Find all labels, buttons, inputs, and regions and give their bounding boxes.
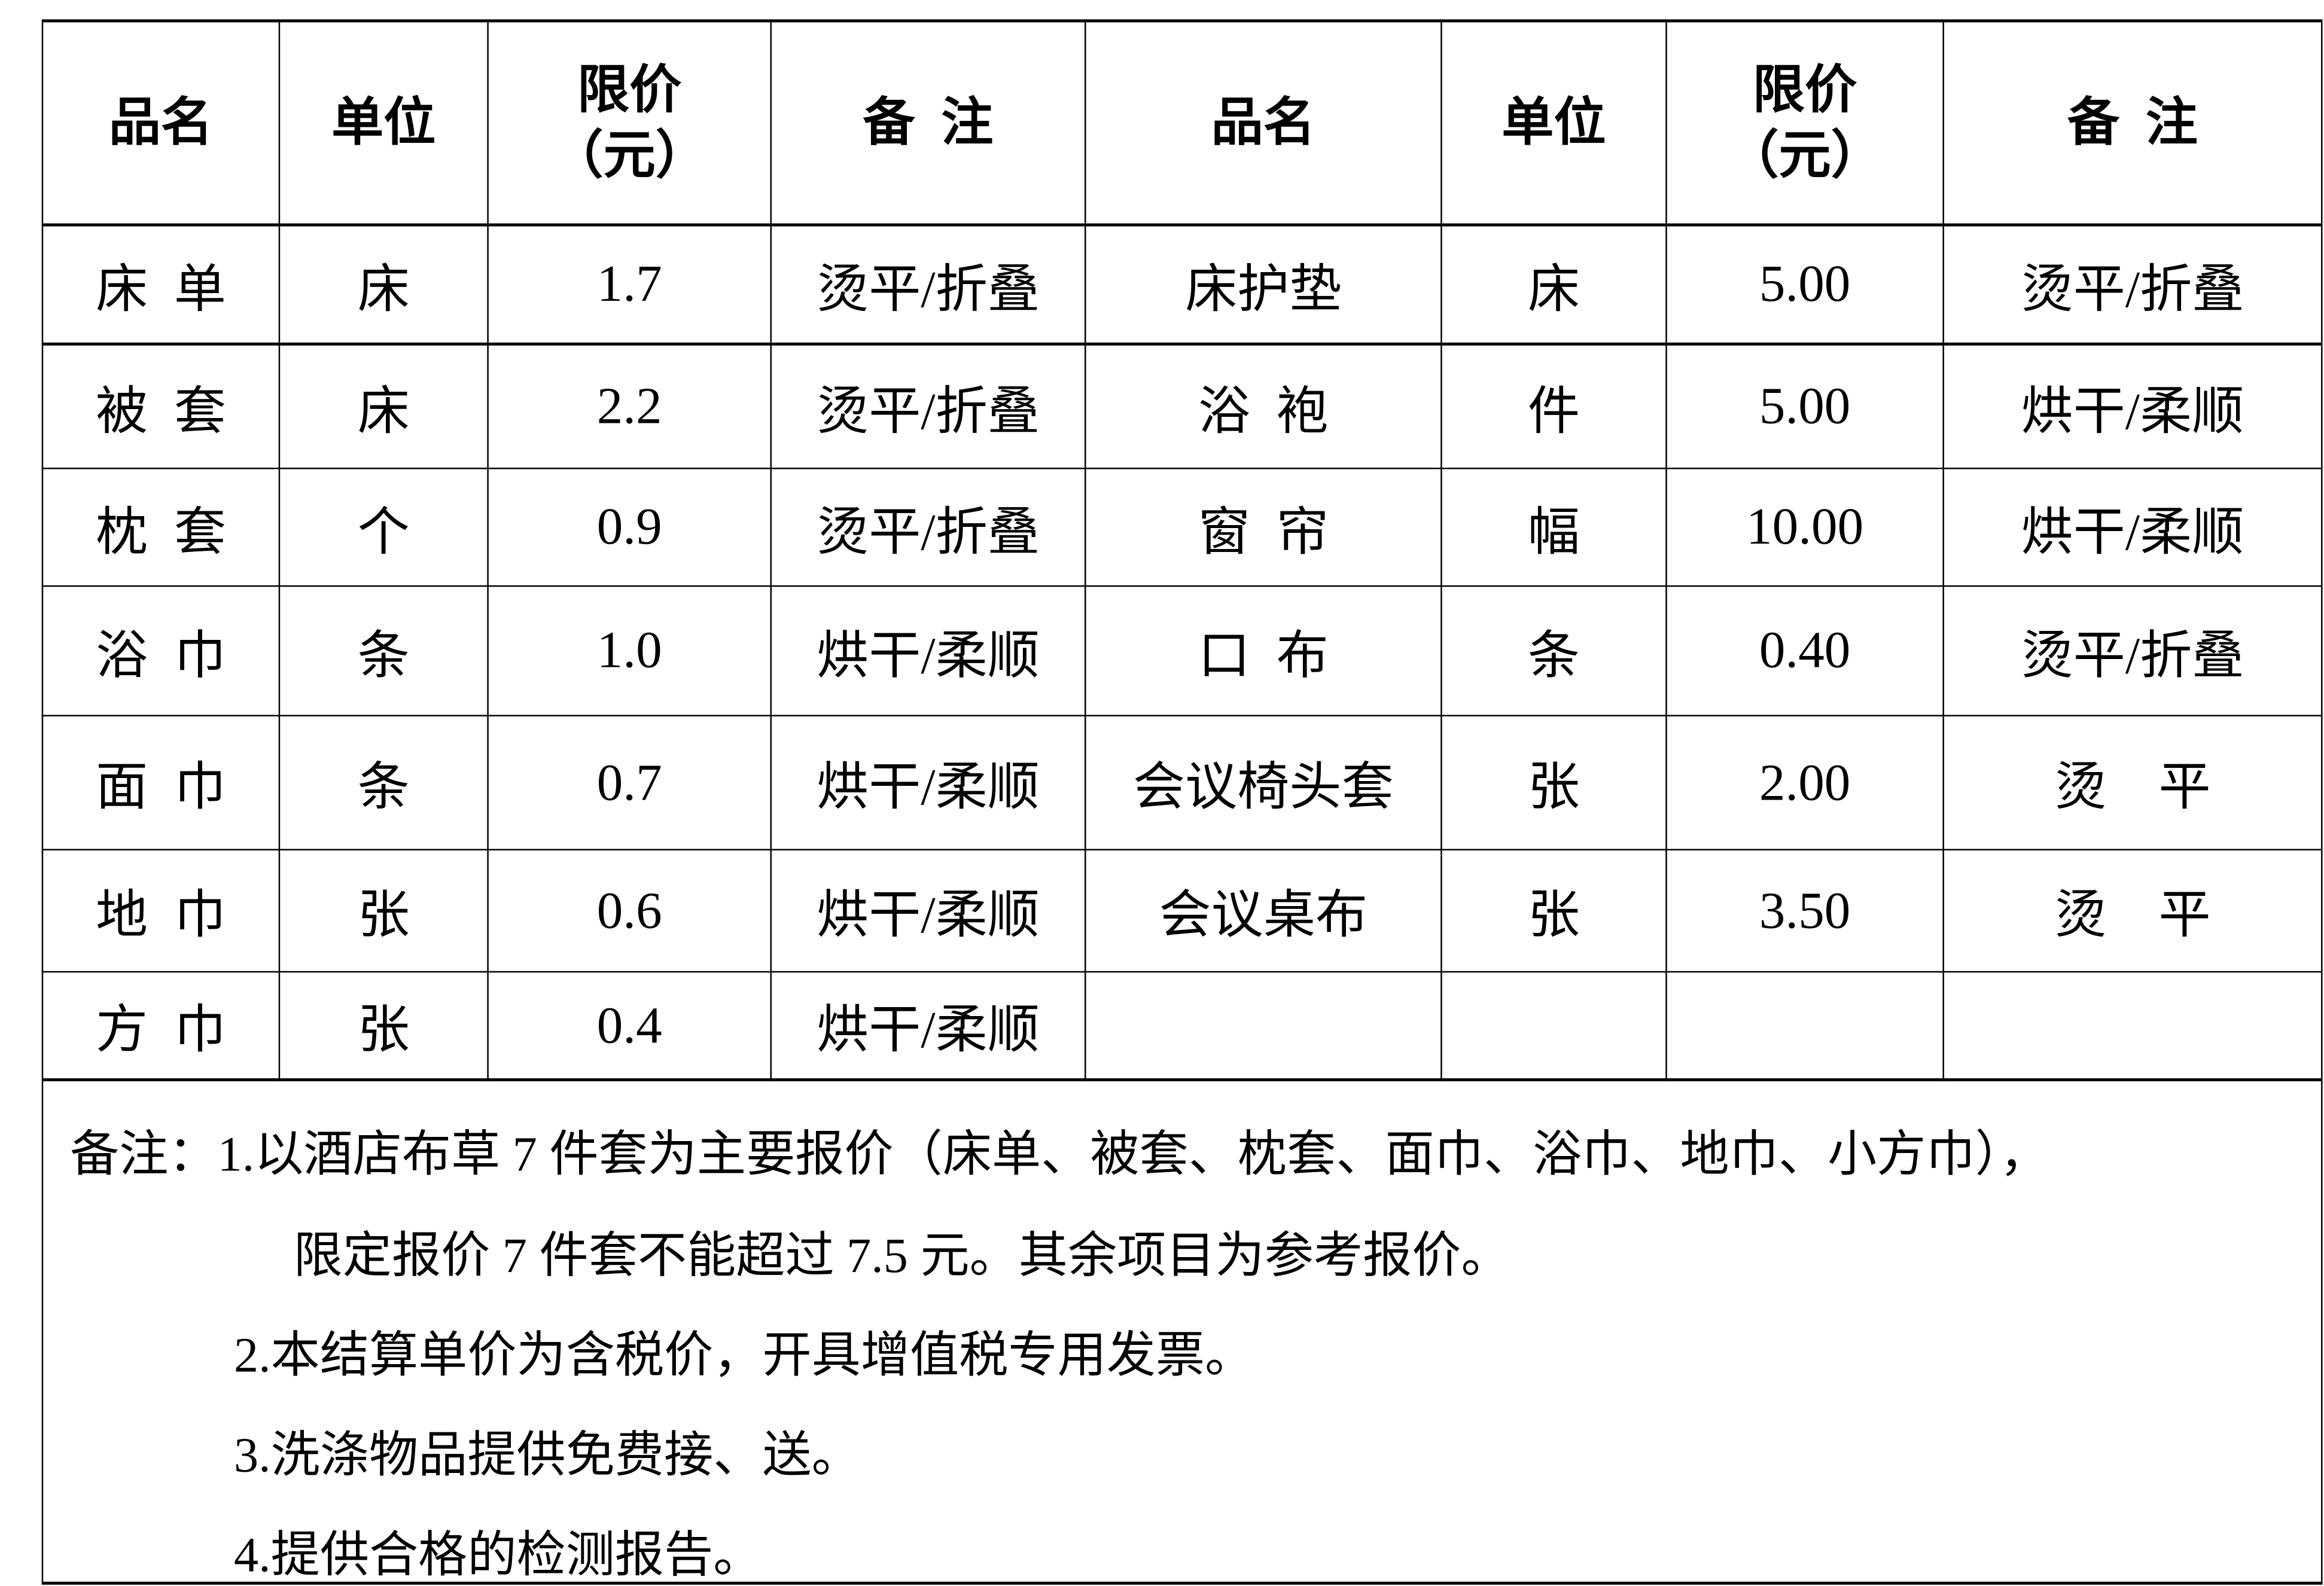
header-price-l1: 限价 — [577, 60, 682, 119]
table-row: 地 巾张 0.6 烘干/柔顺 会议桌布张 3.50 烫 平 — [41, 849, 2323, 973]
left-remark-cell: 烫平/折叠 — [770, 342, 1086, 469]
left-price-cell: 0.9 — [487, 467, 772, 587]
note-line-2: 限定报价 7 件套不能超过 7.5 元。其余项目为参考报价。 — [293, 1230, 1510, 1284]
left-remark-cell: 烫平/折叠 — [770, 467, 1086, 587]
left-remark-cell: 烘干/柔顺 — [770, 585, 1086, 716]
notes-row: 备注：1.以酒店布草 7 件套为主要报价（床单、被套、枕套、面巾、浴巾、地巾、小… — [41, 1078, 2323, 1584]
right-unit-cell: 条 — [1440, 585, 1667, 716]
header-remark-2: 备 注 — [1942, 20, 2323, 226]
left-unit-cell: 张 — [278, 849, 489, 973]
left-unit-cell: 条 — [278, 585, 489, 716]
right-remark-cell: 烫平/折叠 — [1942, 585, 2323, 716]
right-remark-cell — [1942, 971, 2323, 1081]
note-line-4: 3.洗涤物品提供免费接、送。 — [233, 1429, 861, 1484]
header-price-l1-2: 限价 — [1752, 60, 1857, 119]
note-line-5: 4.提供合格的检测报告。 — [233, 1529, 763, 1584]
table-row: 方 巾张 0.4 烘干/柔顺 — [41, 971, 2323, 1081]
header-remark: 备 注 — [770, 20, 1086, 226]
right-price-cell: 2.00 — [1665, 715, 1944, 851]
left-unit-cell: 床 — [278, 223, 489, 345]
left-unit-cell: 床 — [278, 342, 489, 469]
left-price-cell: 2.2 — [487, 342, 772, 469]
left-remark-cell: 烘干/柔顺 — [770, 849, 1086, 973]
right-price-cell: 5.00 — [1665, 223, 1944, 345]
header-row: 品名 单位 限价 （元） 备 注 品名 单位 限价 （元） 备 注 — [41, 20, 2323, 226]
header-price-l2: （元） — [551, 126, 708, 184]
header-price-l2-2: （元） — [1726, 126, 1883, 184]
header-unit: 单位 — [278, 20, 489, 226]
left-price-cell: 0.6 — [487, 849, 772, 973]
right-unit-cell: 张 — [1440, 715, 1667, 851]
table-row: 床 单床 1.7 烫平/折叠 床护垫床 5.00 烫平/折叠 — [41, 223, 2323, 345]
left-name-cell: 地 巾 — [41, 849, 281, 973]
left-price-cell: 1.0 — [487, 585, 772, 716]
left-price-cell: 1.7 — [487, 223, 772, 345]
right-unit-cell: 床 — [1440, 223, 1667, 345]
table-row: 浴 巾条 1.0 烘干/柔顺口 布条 0.40 烫平/折叠 — [41, 585, 2323, 716]
left-name-cell: 方 巾 — [41, 971, 281, 1081]
table-row: 枕 套个 0.9 烫平/折叠窗 帘幅 10.00 烘干/柔顺 — [41, 467, 2323, 587]
left-remark-cell: 烘干/柔顺 — [770, 971, 1086, 1081]
left-name-cell: 面 巾 — [41, 715, 281, 851]
right-name-cell: 窗 帘 — [1085, 467, 1442, 587]
right-unit-cell: 幅 — [1440, 467, 1667, 587]
right-name-cell: 口 布 — [1085, 585, 1442, 716]
left-remark-cell: 烘干/柔顺 — [770, 715, 1086, 851]
right-name-cell: 床护垫 — [1085, 223, 1442, 345]
right-remark-cell: 烘干/柔顺 — [1942, 342, 2323, 469]
right-remark-cell: 烫 平 — [1942, 715, 2323, 851]
left-name-cell: 浴 巾 — [41, 585, 281, 716]
right-price-cell: 5.00 — [1665, 342, 1944, 469]
table-row: 被 套床 2.2 烫平/折叠浴 袍件 5.00 烘干/柔顺 — [41, 342, 2323, 469]
header-price-2: 限价 （元） — [1665, 20, 1944, 226]
right-unit-cell: 件 — [1440, 342, 1667, 469]
right-price-cell: 10.00 — [1665, 467, 1944, 587]
right-remark-cell: 烫平/折叠 — [1942, 223, 2323, 345]
table-row: 面 巾条 0.7 烘干/柔顺 会议椅头套张 2.00 烫 平 — [41, 715, 2323, 851]
left-price-cell: 0.4 — [487, 971, 772, 1081]
header-unit-2: 单位 — [1440, 20, 1667, 226]
header-name: 品名 — [41, 20, 281, 226]
left-unit-cell: 个 — [278, 467, 489, 587]
notes-cell: 备注：1.以酒店布草 7 件套为主要报价（床单、被套、枕套、面巾、浴巾、地巾、小… — [41, 1078, 2323, 1584]
left-unit-cell: 条 — [278, 715, 489, 851]
right-price-cell: 3.50 — [1665, 849, 1944, 973]
left-name-cell: 枕 套 — [41, 467, 281, 587]
header-price: 限价 （元） — [487, 20, 772, 226]
right-name-cell — [1085, 971, 1442, 1081]
price-table: 品名 单位 限价 （元） 备 注 品名 单位 限价 （元） 备 注 床 单床 1.7 烫… — [41, 19, 2323, 1585]
left-remark-cell: 烫平/折叠 — [770, 223, 1086, 345]
left-price-cell: 0.7 — [487, 715, 772, 851]
header-name-2: 品名 — [1085, 20, 1442, 226]
right-name-cell: 会议椅头套 — [1085, 715, 1442, 851]
left-name-cell: 被 套 — [41, 342, 281, 469]
note-line-3: 2.本结算单价为含税价，开具增值税专用发票。 — [233, 1329, 1254, 1384]
left-unit-cell: 张 — [278, 971, 489, 1081]
right-remark-cell: 烘干/柔顺 — [1942, 467, 2323, 587]
right-name-cell: 会议桌布 — [1085, 849, 1442, 973]
left-name-cell: 床 单 — [41, 223, 281, 345]
right-unit-cell — [1440, 971, 1667, 1081]
note-line-1: 备注：1.以酒店布草 7 件套为主要报价（床单、被套、枕套、面巾、浴巾、地巾、小… — [70, 1128, 2049, 1183]
right-price-cell — [1665, 971, 1944, 1081]
right-name-cell: 浴 袍 — [1085, 342, 1442, 469]
right-price-cell: 0.40 — [1665, 585, 1944, 716]
right-unit-cell: 张 — [1440, 849, 1667, 973]
right-remark-cell: 烫 平 — [1942, 849, 2323, 973]
